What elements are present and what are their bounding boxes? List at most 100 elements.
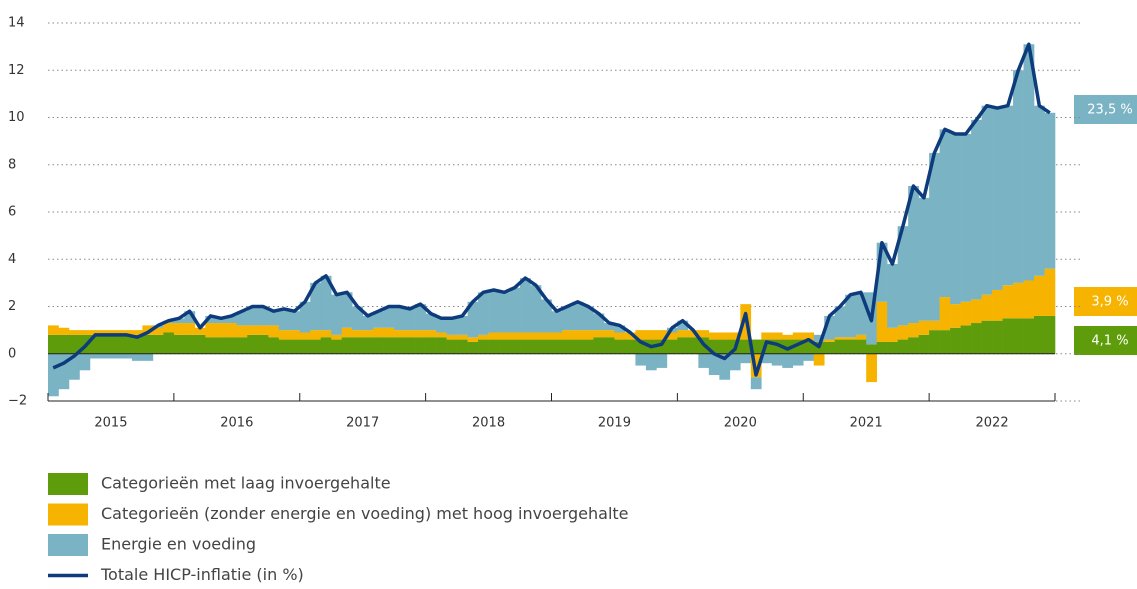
bar-segment <box>866 353 877 383</box>
bar-segment <box>415 330 426 338</box>
bar-segment <box>478 339 489 354</box>
bar-segment <box>142 334 154 354</box>
bar-segment <box>824 315 836 340</box>
bar-segment <box>509 339 521 354</box>
bar-segment <box>499 332 510 340</box>
bar-segment <box>268 311 280 326</box>
bar-segment <box>320 337 332 354</box>
bar-segment <box>58 334 70 354</box>
bar-segment <box>278 330 290 340</box>
bar-segment <box>981 294 993 321</box>
bar-segment <box>929 320 940 331</box>
bar-segment <box>58 327 70 335</box>
bar-segment <box>614 325 626 333</box>
bar-segment <box>593 313 605 331</box>
bar-segment <box>194 327 206 335</box>
bar-segment <box>131 334 143 354</box>
bar-segment <box>278 308 290 331</box>
bar-segment <box>687 330 699 338</box>
bar-segment <box>499 339 510 354</box>
y-tick-label: 2 <box>8 299 16 314</box>
bar-segment <box>436 318 447 333</box>
bar-segment <box>855 334 867 340</box>
bar-segment <box>436 337 447 354</box>
bar-segment <box>971 119 982 300</box>
bar-segment <box>582 339 594 354</box>
bar-segment <box>729 332 741 340</box>
bar-segment <box>1034 275 1045 316</box>
bar-segment <box>908 186 919 324</box>
y-tick-label: 4 <box>8 252 16 267</box>
bar-segment <box>331 334 343 340</box>
x-tick-label: 2017 <box>346 416 379 431</box>
bar-segment <box>320 330 332 338</box>
bar-segment <box>572 301 584 331</box>
bar-segment <box>131 353 143 361</box>
bar-segment <box>635 353 647 366</box>
bar-segment <box>960 301 972 326</box>
bar-segment <box>299 332 311 340</box>
bar-segment <box>142 353 154 361</box>
bar-segment <box>845 294 856 338</box>
bar-segment <box>876 341 888 354</box>
bar-segment <box>971 299 982 324</box>
bar-segment <box>624 339 636 354</box>
bar-segment <box>331 339 343 354</box>
bar-segment <box>803 332 815 342</box>
bar-segment <box>89 353 101 359</box>
bar-segment <box>121 353 133 359</box>
bar-segment <box>173 334 185 354</box>
bar-segment <box>121 334 133 354</box>
x-tick-label: 2021 <box>850 416 883 431</box>
bar-segment <box>876 242 888 302</box>
bar-segment <box>866 344 877 354</box>
bar-segment <box>1002 285 1014 319</box>
bar-segment <box>446 339 458 354</box>
bar-segment <box>394 337 405 354</box>
bar-segment <box>373 327 384 338</box>
bar-segment <box>205 315 217 324</box>
bar-segment <box>897 325 909 340</box>
bar-segment <box>750 377 762 390</box>
bar-segment <box>310 339 322 354</box>
bar-segment <box>457 315 468 335</box>
y-tick-label: 14 <box>8 16 25 31</box>
bar-segment <box>79 330 91 335</box>
bar-segment <box>677 330 689 338</box>
bar-segment <box>708 339 720 354</box>
bar-segment <box>561 330 573 340</box>
bar-segment <box>247 325 259 335</box>
bar-segment <box>708 353 720 376</box>
bar-segment <box>855 339 867 354</box>
bar-segment <box>268 337 280 354</box>
bar-segment <box>488 289 500 333</box>
legend-swatch <box>48 503 88 526</box>
bar-segment <box>383 337 395 354</box>
bar-segment <box>561 306 573 331</box>
bar-segment <box>362 315 374 331</box>
bar-segment <box>478 334 489 340</box>
bar-segment <box>729 353 741 371</box>
bar-segment <box>1034 105 1045 276</box>
bar-segment <box>782 334 794 340</box>
bar-segment <box>110 334 122 354</box>
bar-segment <box>834 337 846 340</box>
annotation-box <box>1074 95 1137 124</box>
bar-segment <box>383 327 395 338</box>
bar-segment <box>404 308 416 331</box>
bar-segment <box>908 323 919 338</box>
bar-segment <box>520 278 531 333</box>
bar-segment <box>855 292 867 335</box>
bar-segment <box>624 332 636 340</box>
bar-segment <box>541 299 552 333</box>
bar-segment <box>971 323 982 354</box>
bar-segment <box>184 311 196 324</box>
bar-segment <box>582 306 594 331</box>
bar-segment <box>750 339 762 354</box>
bar-segment <box>656 339 668 354</box>
bar-segment <box>687 337 699 354</box>
bar-segment <box>257 306 269 326</box>
x-tick-label: 2015 <box>94 416 127 431</box>
legend-label: Categorieën (zonder energie en voeding) … <box>101 504 629 523</box>
bar-segment <box>1023 280 1035 319</box>
